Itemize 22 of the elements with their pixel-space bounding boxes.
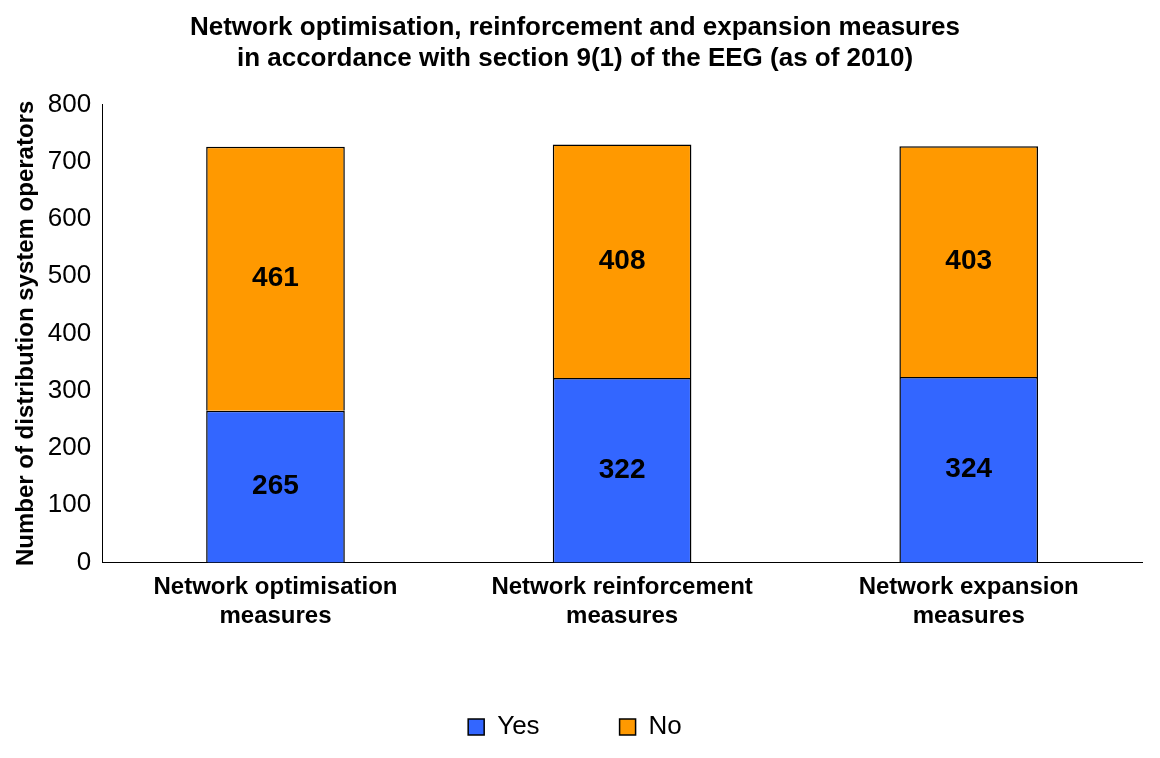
y-tick-label: 500 (47, 259, 92, 290)
y-tick-label: 300 (47, 373, 92, 404)
y-tick-label: 800 (47, 87, 92, 118)
legend-label: Yes (497, 710, 540, 741)
legend-label: No (648, 710, 682, 741)
y-axis-title: Number of distribution system operators (11, 100, 39, 567)
y-tick-label: 700 (47, 144, 92, 175)
data-label: 324 (945, 452, 993, 484)
data-label: 408 (598, 243, 646, 275)
x-tick-label: Network optimisation measures (153, 572, 398, 629)
data-label: 265 (252, 469, 299, 501)
y-tick-label: 600 (47, 202, 92, 233)
x-tick-label: Network expansion measures (858, 572, 1079, 629)
data-label: 403 (945, 244, 993, 276)
chart-title: Network optimisation, reinforcement and expansion measures in accordance with section 9(1) of the EEG (as of 2010) (189, 10, 961, 72)
y-tick-label: 200 (47, 431, 92, 462)
data-label: 461 (252, 261, 299, 293)
y-tick-label: 100 (47, 488, 92, 519)
y-tick-label: 0 (76, 545, 92, 576)
data-label: 322 (598, 452, 646, 484)
y-tick-label: 400 (47, 316, 92, 347)
x-tick-label: Network reinforcement measures (491, 572, 753, 629)
